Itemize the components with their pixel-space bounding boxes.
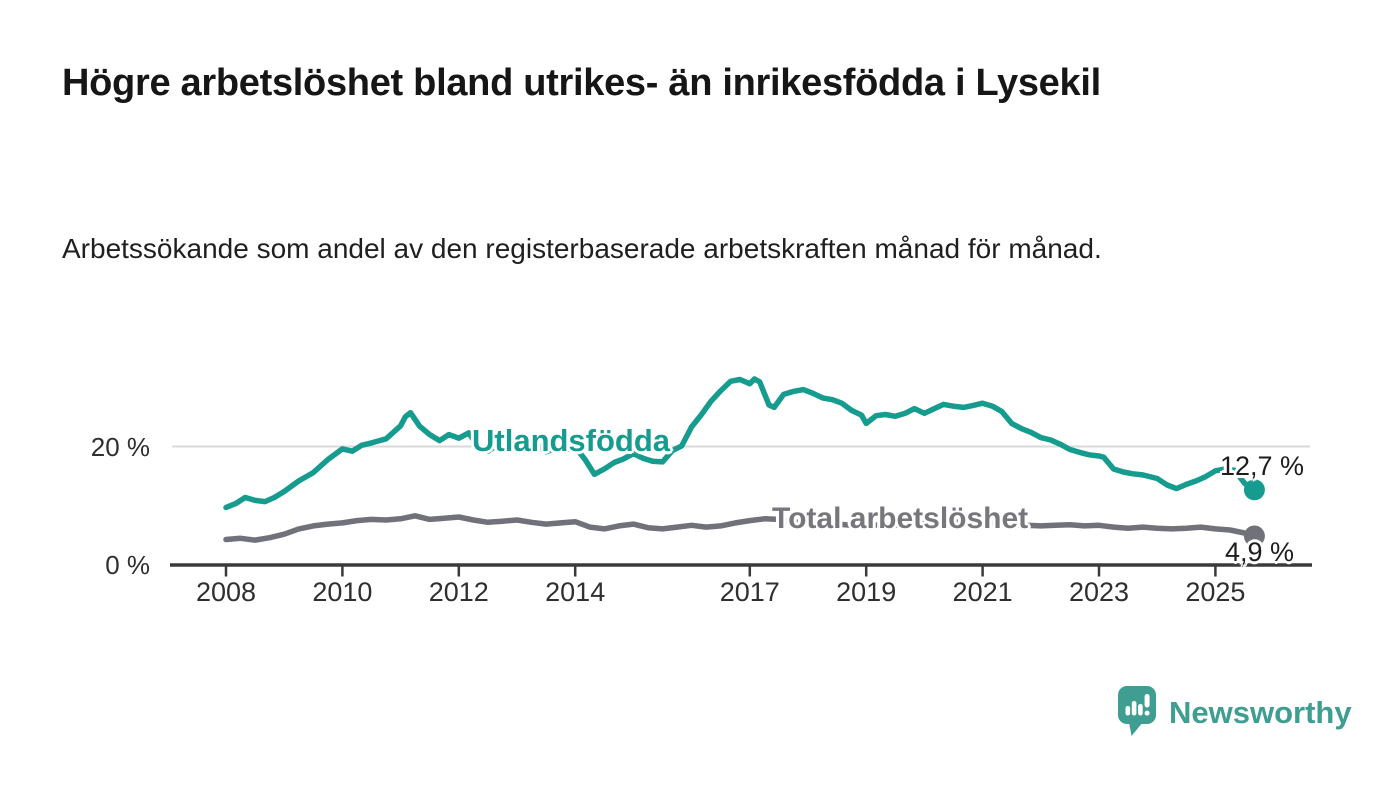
x-tick-label: 2021	[952, 577, 1013, 607]
x-tick-label: 2012	[428, 577, 489, 607]
x-tick-label: 2010	[312, 577, 373, 607]
newsworthy-logo-icon	[1118, 686, 1156, 736]
x-tick-label: 2017	[719, 577, 780, 607]
x-tick-label: 2008	[195, 577, 257, 607]
newsworthy-logo-text: Newsworthy	[1169, 694, 1352, 730]
series-line-0	[223, 376, 1258, 511]
series-end-dot-1	[1243, 525, 1265, 547]
x-tick-label: 2014	[545, 577, 606, 607]
chart-title: Högre arbetslöshet bland utrikes- än inr…	[62, 62, 1101, 104]
newsworthy-logo: Newsworthy	[1118, 686, 1352, 738]
series-end-dot-0	[1243, 479, 1265, 501]
y-tick-label: 20 %	[90, 431, 150, 462]
x-tick-label: 2019	[836, 577, 897, 607]
series-label-utlandsfodda: Utlandsfödda	[472, 423, 671, 458]
x-tick-label: 2025	[1185, 577, 1246, 607]
y-tick-label: 0 %	[105, 550, 150, 580]
x-tick-label: 2023	[1068, 577, 1130, 607]
series-line-1	[223, 513, 1258, 543]
chart-subtitle: Arbetssökande som andel av den registerb…	[62, 233, 1102, 264]
end-value-label-total: 4,9 %	[1225, 537, 1295, 567]
series-label-total-arbetsloshet: Total arbetslöshet	[772, 502, 1029, 535]
end-value-label-utlandsfodda: 12,7 %	[1220, 451, 1305, 481]
